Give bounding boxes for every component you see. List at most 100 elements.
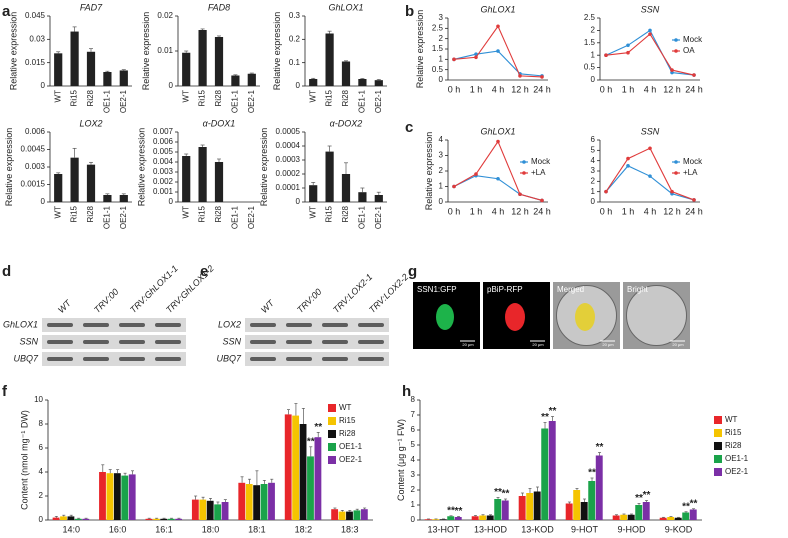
gel-band [83,357,109,361]
y-tick-label: 3 [439,151,444,160]
bar [54,174,63,202]
bar [152,518,160,520]
gel-band [358,357,384,361]
bar [674,517,682,520]
gel-band [322,323,348,327]
y-tick-label: 0.0015 [21,180,46,189]
gel-band [358,340,384,344]
chart-title: LOX2 [79,118,102,128]
bar [565,503,573,520]
bar [353,510,361,520]
y-tick-label: 4 [439,135,444,144]
x-tick-label: 18:3 [341,524,359,534]
chart-title: FAD7 [80,2,103,12]
gel-band [47,340,73,344]
y-tick-label: 6 [591,135,596,144]
legend-label: Mock [683,157,703,166]
legend-label: Ri15 [339,416,356,425]
y-tick-label: 0 [296,197,301,206]
data-point [518,74,522,78]
bar [346,511,353,520]
y-tick-label: 0.003 [153,167,174,176]
x-tick-label: WT [181,90,190,103]
data-point [496,24,500,29]
bar [160,518,168,520]
bar [268,482,275,520]
bar [145,518,153,520]
panel-label: d [2,263,11,280]
x-tick-label: WT [53,206,62,219]
x-tick-label: 18:1 [248,524,266,534]
gene-label: SSN [19,336,38,346]
bar [494,499,502,520]
x-tick-label: 18:2 [295,524,313,534]
y-tick-label: 2 [39,491,44,500]
significance-label: ** [588,468,596,479]
y-tick-label: 0 [591,197,596,206]
bar [374,80,383,86]
chart-title: α-DOX2 [330,118,363,128]
y-axis-label: Relative expression [424,132,434,211]
bar [309,79,318,86]
y-tick-label: 1.5 [584,38,596,47]
gene-label: UBQ7 [13,353,39,363]
significance-label: ** [314,422,322,433]
x-tick-label: OE2-1 [247,89,256,113]
lane-label: TRV:00 [92,287,120,315]
y-tick-label: 0.005 [153,147,174,156]
bar [325,151,334,202]
bar [214,37,224,86]
legend-label: OE2-1 [339,455,363,464]
significance-label: ** [596,442,604,453]
data-point [670,189,674,194]
legend-label: Mock [531,157,551,166]
bar [526,493,534,520]
bar [231,75,240,86]
lane-label: WT [259,297,277,315]
x-tick-label: OE2-1 [119,205,128,229]
chart-title: SSN [641,4,660,14]
y-tick-label: 0.01 [157,46,173,55]
bar [292,415,300,520]
gel-band [250,357,276,361]
x-tick-label: 18:0 [202,524,220,534]
panel-label: g [408,263,417,280]
x-tick-label: OE2-1 [374,89,383,113]
legend-label: OE1-1 [339,442,363,451]
y-tick-label: 0.006 [25,127,46,136]
bar [325,33,334,86]
bar [642,502,650,520]
x-tick-label: 4 h [492,206,505,216]
significance-label: ** [502,489,510,500]
panel-label: c [405,119,413,136]
gel-strip [42,352,186,366]
y-axis-label: Relative expression [272,12,282,91]
significance-label: ** [643,490,651,501]
gel-band [250,340,276,344]
gel-band [83,340,109,344]
gel-band [322,357,348,361]
y-tick-label: 0.2 [289,34,301,43]
x-tick-label: OE1-1 [231,89,240,113]
bar [620,514,628,520]
x-tick-label: OE2-1 [119,89,128,113]
x-tick-label: 13-HOT [427,524,460,534]
gene-label: GhLOX1 [3,319,38,329]
y-tick-label: 0 [39,515,44,524]
significance-label: ** [447,505,455,516]
gel-strip [42,318,186,332]
legend-label: OA [683,46,695,55]
data-point [474,55,478,60]
bar [167,518,175,520]
y-tick-label: 0.1 [289,58,301,67]
legend-swatch [674,38,678,42]
bar [358,79,367,86]
y-tick-label: 4 [411,455,416,464]
data-point [670,70,674,75]
data-point [518,192,522,197]
panel-label: a [2,3,11,20]
x-tick-label: Ri28 [86,205,95,222]
bar [374,195,383,202]
bar [221,502,229,520]
